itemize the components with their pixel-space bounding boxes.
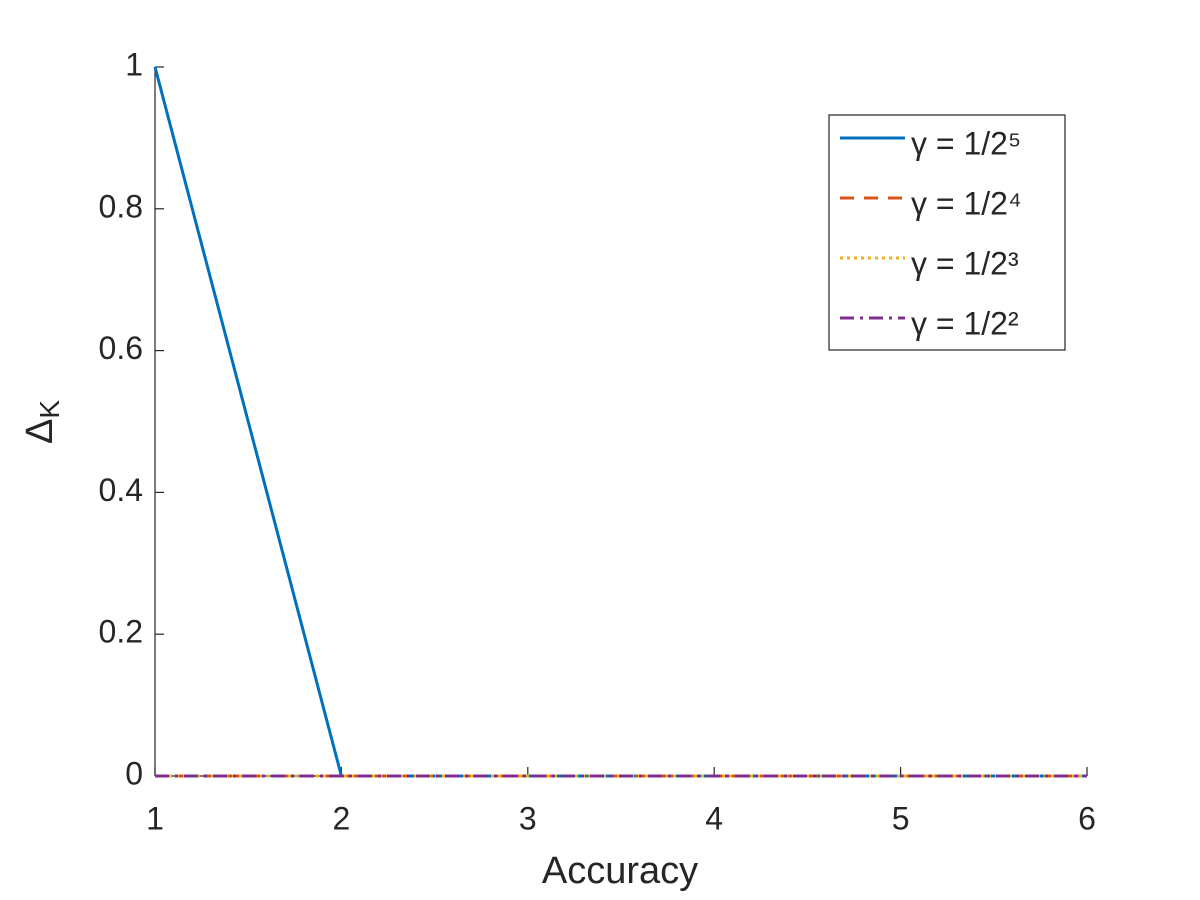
- y-tick-label: 0.6: [99, 330, 143, 366]
- y-tick-label: 0.2: [99, 614, 143, 650]
- y-tick-label: 0.4: [99, 472, 143, 508]
- y-tick-label: 1: [125, 46, 143, 82]
- legend-box: [828, 114, 1066, 351]
- y-label-sub: K: [34, 400, 65, 419]
- x-tick-label: 5: [892, 800, 910, 836]
- legend-label: γ = 1/2³: [911, 245, 1019, 281]
- x-tick-label: 1: [146, 800, 164, 836]
- y-tick-label: 0.8: [99, 188, 143, 224]
- x-tick-label: 2: [333, 800, 351, 836]
- y-label-base: Δ: [19, 419, 61, 444]
- x-tick-label: 6: [1078, 800, 1096, 836]
- x-tick-label: 4: [705, 800, 723, 836]
- x-tick-label: 3: [519, 800, 537, 836]
- legend-label: γ = 1/2²: [911, 305, 1019, 341]
- legend-label: γ = 1/2⁴: [911, 185, 1022, 221]
- y-tick-label: 0: [125, 755, 143, 791]
- legend-label: γ = 1/2⁵: [911, 125, 1021, 161]
- x-axis-label: Accuracy: [542, 850, 698, 892]
- y-axis-label: ΔK: [19, 400, 65, 444]
